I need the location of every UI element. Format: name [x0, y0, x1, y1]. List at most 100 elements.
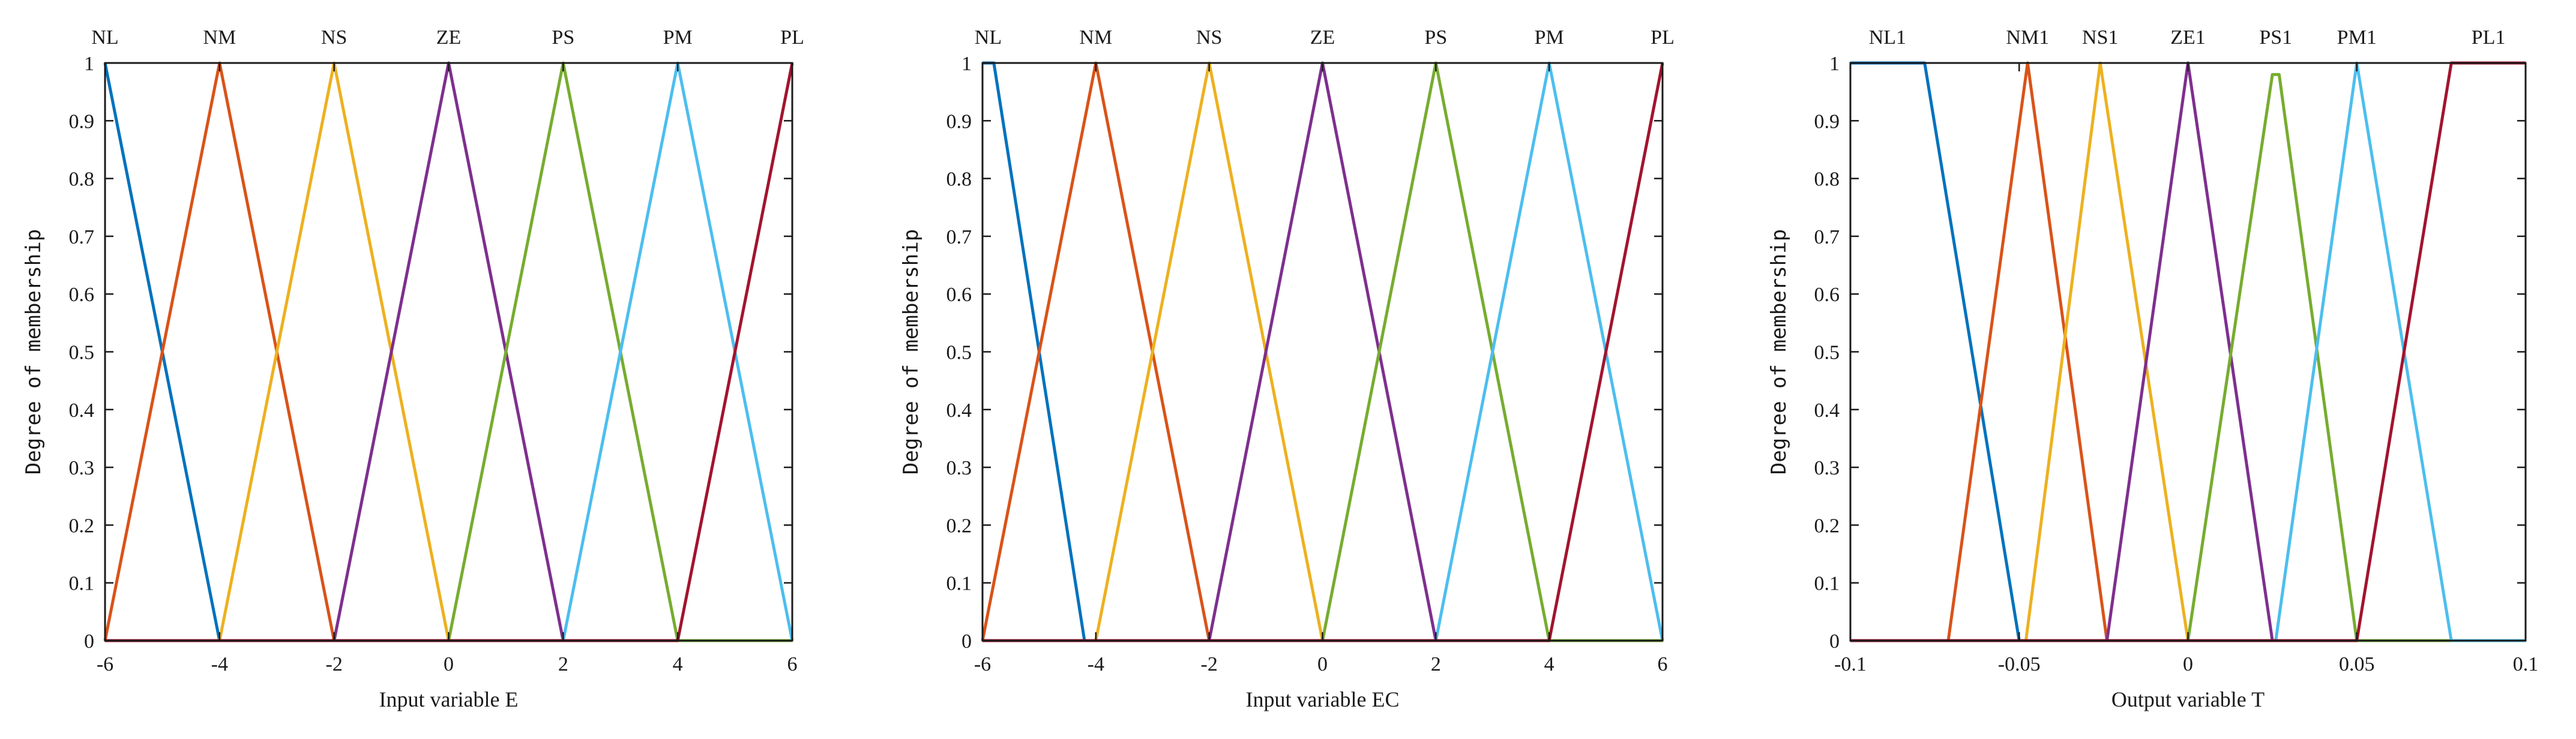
y-tick-label: 0.8 [69, 169, 95, 191]
series-group [1850, 61, 2526, 642]
x-tick-label: -0.05 [1998, 653, 2041, 675]
mf-label-nm: NM [1079, 26, 1112, 49]
x-tick-label: 0.05 [2339, 653, 2375, 675]
y-tick-label: 1 [84, 53, 94, 75]
mf-label-ze1: ZE1 [2170, 26, 2206, 49]
series-line-ze [1208, 61, 1437, 641]
series-line-nm [981, 61, 1663, 642]
y-tick-label: 0.7 [1814, 226, 1840, 248]
y-tick-label: 0 [1829, 630, 1840, 653]
x-tick-label: -2 [326, 653, 343, 675]
x-tick-label: -6 [97, 653, 113, 675]
x-tick-label: -2 [1201, 653, 1218, 675]
y-tick-label: 0.9 [1814, 110, 1840, 133]
series-group [981, 61, 1664, 642]
series-group [103, 61, 794, 642]
y-axis-label: Degree of membership [1767, 229, 1791, 474]
y-tick-label: 0.6 [69, 284, 95, 306]
x-tick-label: 2 [1431, 653, 1441, 675]
y-tick-label: 0.3 [69, 457, 95, 479]
x-axis-label: Input variable EC [1246, 687, 1400, 711]
y-tick-label: 0.2 [946, 515, 972, 537]
mf-label-ns1: NS1 [2082, 26, 2118, 49]
mf-label-ps1: PS1 [2259, 26, 2292, 49]
y-tick-label: 0 [84, 630, 94, 653]
series-line-nl [103, 62, 792, 642]
y-tick-label: 0.1 [1814, 573, 1840, 595]
y-axis-label: Degree of membership [22, 229, 46, 474]
y-tick-label: 0.4 [69, 399, 95, 422]
series-line-pl1 [1850, 61, 2526, 642]
x-tick-label: 0 [444, 653, 454, 675]
series-line-ze1 [2105, 61, 2274, 641]
series-line-ps1 [2186, 73, 2452, 642]
series-line-ze [333, 61, 565, 641]
mf-label-ps: PS [552, 26, 574, 49]
mf-label-ze: ZE [1310, 26, 1335, 49]
x-tick-label: 6 [787, 653, 798, 675]
series-line-pl [105, 62, 794, 642]
series-line-pl [983, 62, 1664, 642]
chart-2: 0 0.1 0.2 0.3 0.4 0.5 0.6 0.7 0.8 0.9 1 -6 -4 -2 0 2 4 6 N… [899, 26, 1675, 711]
y-tick-label: 0.8 [946, 169, 972, 191]
series-line-nl1 [1850, 61, 2526, 642]
x-tick-label: 2 [558, 653, 568, 675]
series-line-ns [1094, 61, 1324, 641]
plot-frame [104, 62, 793, 642]
mf-label-nl: NL [91, 26, 118, 49]
x-tick-label: 4 [1544, 653, 1554, 675]
mf-label-nm: NM [203, 26, 236, 49]
series-line-pm [561, 61, 794, 641]
y-axis-label: Degree of membership [899, 229, 923, 474]
mf-label-pl1: PL1 [2472, 26, 2506, 49]
y-tick-label: 0.8 [1814, 169, 1840, 191]
mf-label-pm: PM [663, 26, 693, 49]
series-line-nm [103, 61, 792, 642]
y-tick-label: 0.3 [946, 457, 972, 479]
x-tick-label: 0.1 [2513, 653, 2539, 675]
y-tick-label: 0.1 [69, 573, 95, 595]
series-line-ns [218, 61, 450, 641]
y-tick-label: 0.2 [1814, 515, 1840, 537]
y-tick-label: 1 [961, 53, 972, 75]
x-tick-label: 0 [1317, 653, 1328, 675]
x-tick-label: -6 [974, 653, 991, 675]
plot-frame [981, 62, 1664, 642]
x-tick-label: 0 [2183, 653, 2193, 675]
plot-frame [1849, 62, 2527, 642]
x-tick-label: -4 [1088, 653, 1104, 675]
x-axis-label: Output variable T [2111, 687, 2265, 711]
chart-3: 0 0.1 0.2 0.3 0.4 0.5 0.6 0.7 0.8 0.9 1 -0.1 -0.05 0 0… [1767, 26, 2538, 711]
y-tick-label: 0 [961, 630, 972, 653]
mf-label-ns: NS [321, 26, 347, 49]
mf-label-ns: NS [1196, 26, 1222, 49]
series-line-nl [983, 61, 1663, 642]
series-line-pm [1434, 61, 1664, 641]
mf-label-pm1: PM1 [2337, 26, 2377, 49]
x-tick-label: -4 [211, 653, 228, 675]
y-tick-label: 1 [1829, 53, 1840, 75]
y-tick-label: 0.6 [1814, 284, 1840, 306]
series-line-nm1 [1850, 61, 2526, 642]
y-tick-label: 0.7 [69, 226, 95, 248]
y-tick-label: 0.5 [946, 342, 972, 364]
x-tick-label: 4 [673, 653, 683, 675]
y-tick-label: 0.2 [69, 515, 95, 537]
mf-label-pl: PL [1651, 26, 1675, 49]
chart-1: 0 0.1 0.2 0.3 0.4 0.5 0.6 0.7 0.8 0.9 1 -6 -4 -2 0 2 4 6 N… [22, 26, 804, 711]
y-tick-label: 0.1 [946, 573, 972, 595]
mf-label-nl1: NL1 [1869, 26, 1906, 49]
y-tick-label: 0.3 [1814, 457, 1840, 479]
series-line-ns1 [2024, 61, 2189, 641]
mf-label-nl: NL [975, 26, 1002, 49]
y-tick-label: 0.4 [1814, 399, 1840, 422]
x-axis-label: Input variable E [379, 687, 519, 711]
y-tick-label: 0.4 [946, 399, 972, 422]
y-tick-label: 0.5 [1814, 342, 1840, 364]
y-tick-label: 0.9 [69, 110, 95, 133]
mf-label-pl: PL [780, 26, 804, 49]
y-tick-label: 0.6 [946, 284, 972, 306]
y-tick-label: 0.5 [69, 342, 95, 364]
x-tick-label: -0.1 [1834, 653, 1867, 675]
